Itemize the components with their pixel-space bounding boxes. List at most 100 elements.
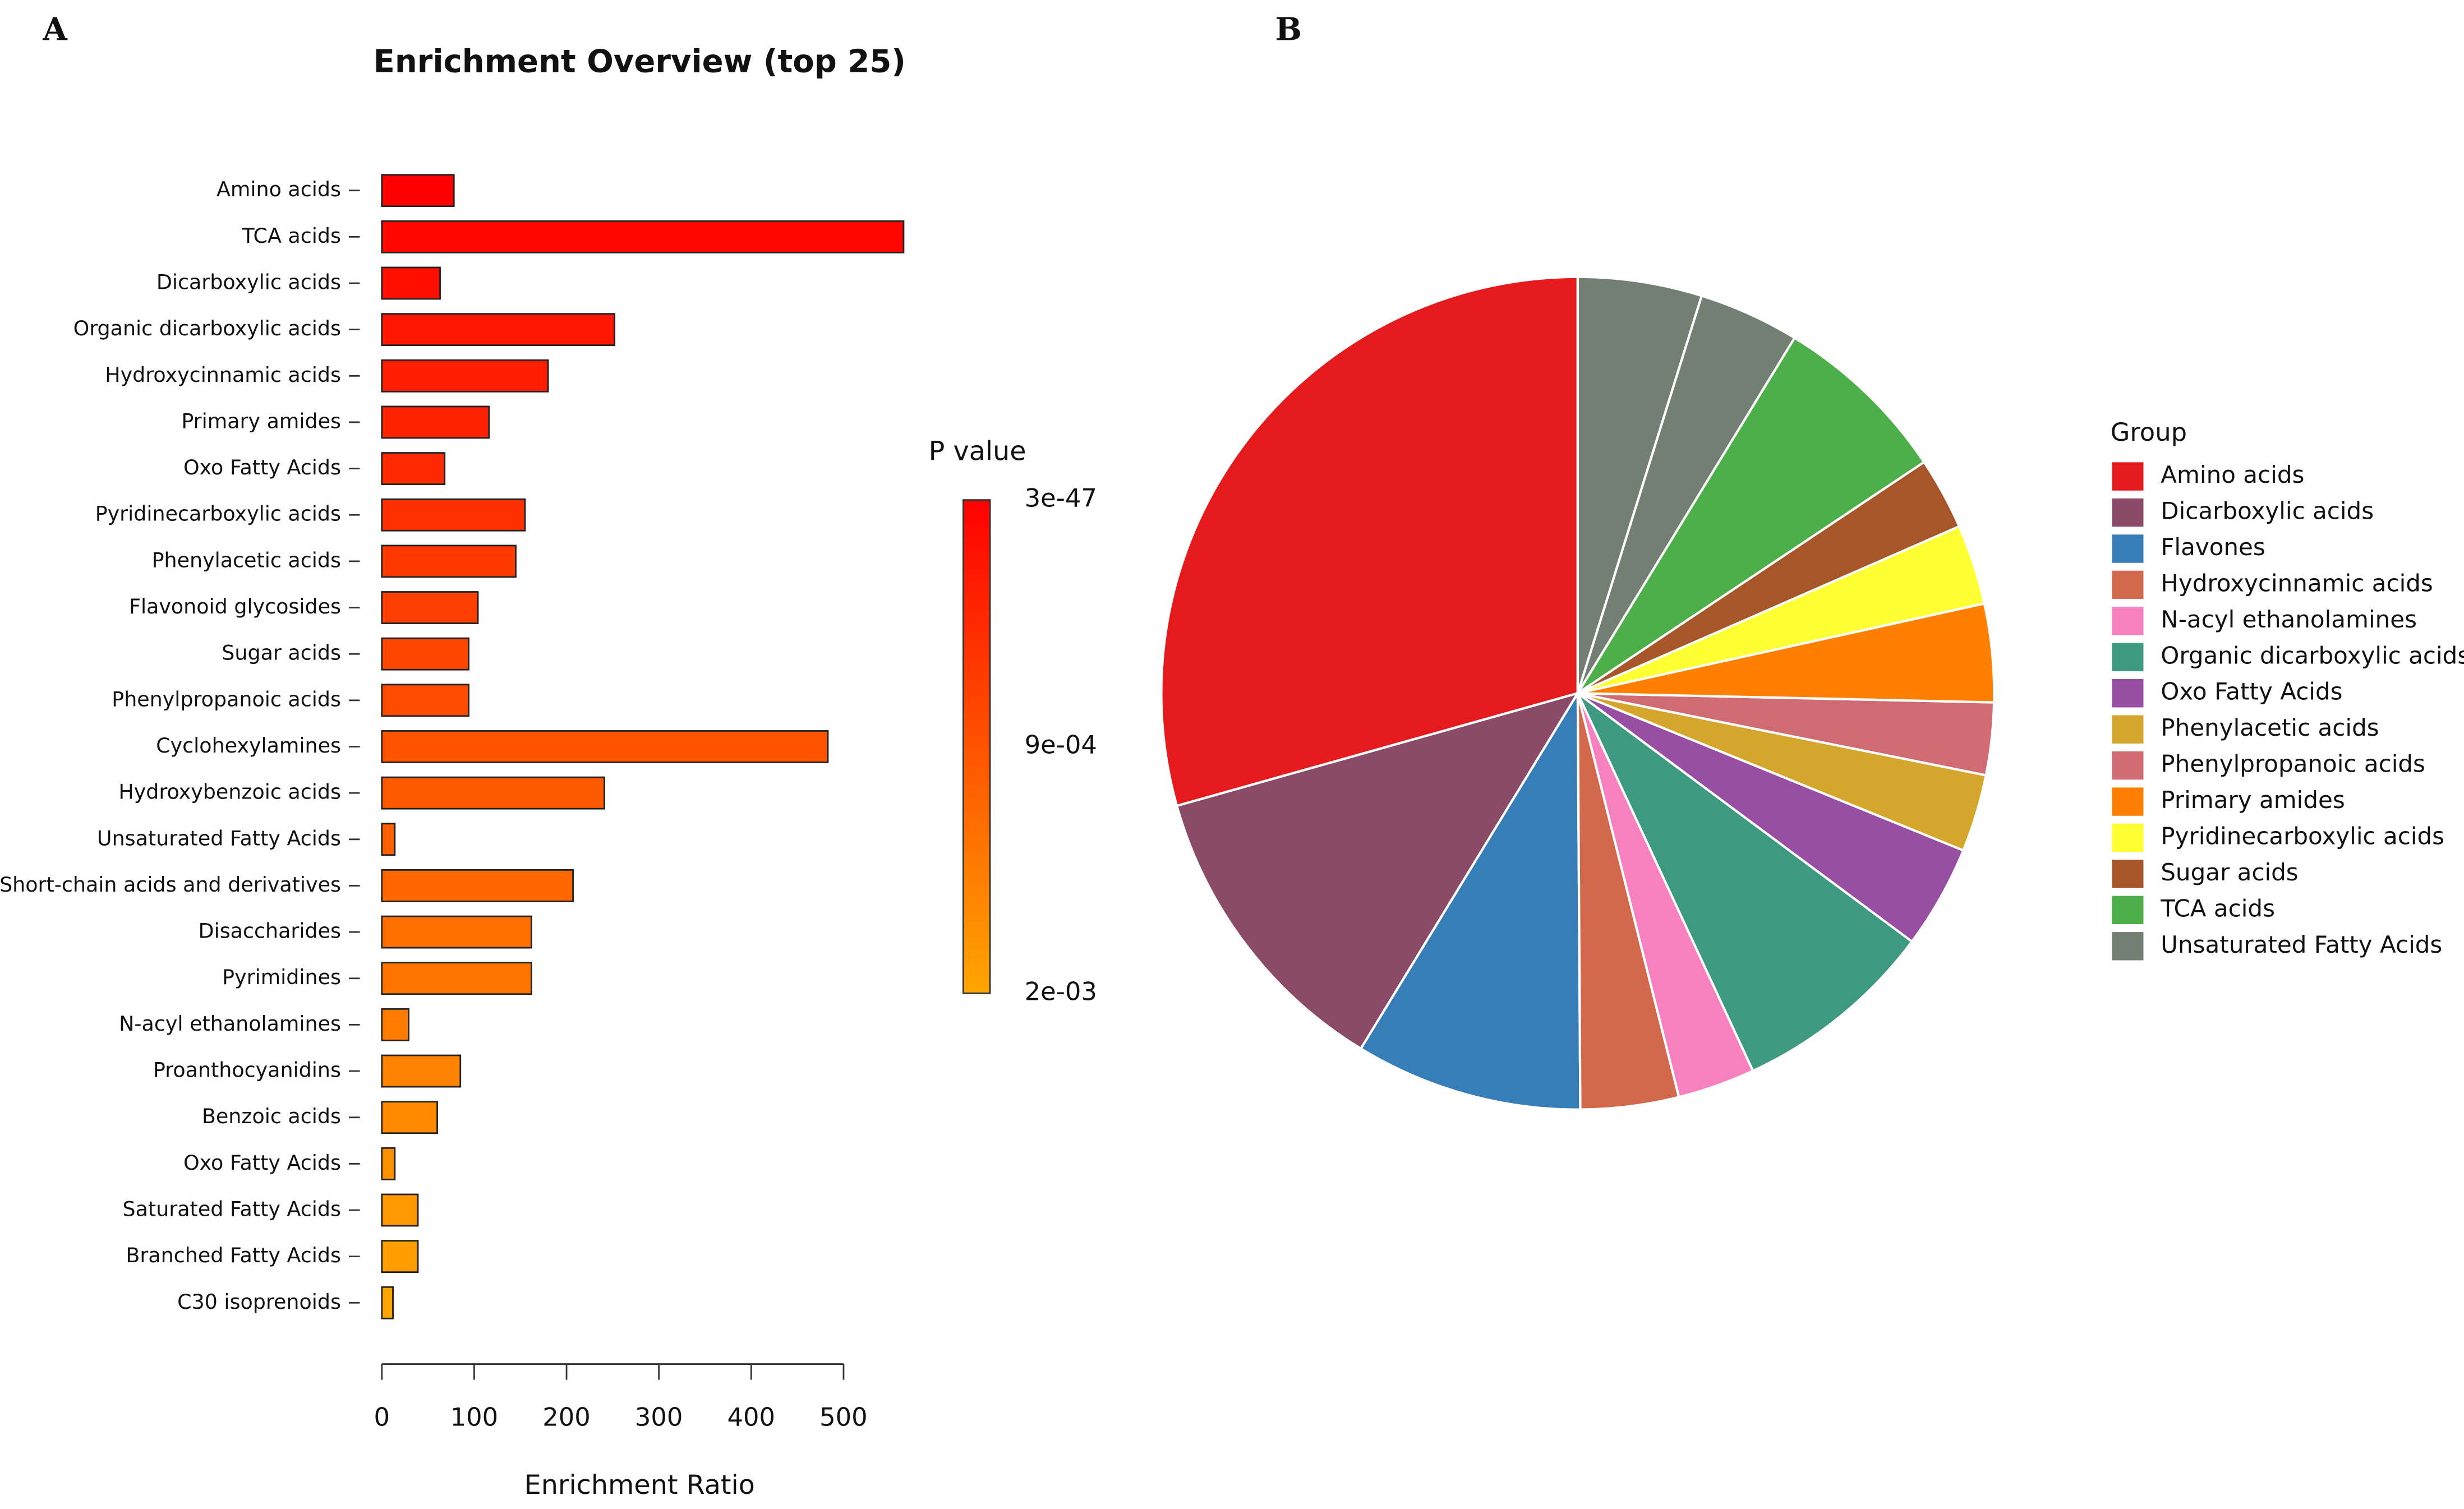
bar bbox=[381, 684, 469, 717]
y-tick-label: Amino acids bbox=[217, 177, 341, 201]
legend-label: Flavones bbox=[2161, 533, 2265, 561]
legend-swatch bbox=[2112, 462, 2144, 491]
bar bbox=[381, 1193, 419, 1227]
y-tick-label: Unsaturated Fatty Acids bbox=[97, 826, 341, 850]
legend-swatch bbox=[2112, 715, 2144, 744]
x-tick-label: 200 bbox=[542, 1402, 591, 1432]
panel-label: B bbox=[1275, 11, 1302, 48]
y-tick-label: Oxo Fatty Acids bbox=[183, 1151, 341, 1175]
legend-swatch bbox=[2112, 751, 2144, 780]
y-tick-label: Organic dicarboxylic acids bbox=[73, 316, 341, 340]
y-tick-label: Hydroxybenzoic acids bbox=[118, 780, 341, 804]
bar bbox=[381, 1054, 462, 1088]
legend-swatch bbox=[2112, 823, 2144, 852]
y-tick-label: Branched Fatty Acids bbox=[126, 1243, 341, 1267]
bar bbox=[381, 1147, 396, 1180]
y-tick-label: Oxo Fatty Acids bbox=[183, 455, 341, 479]
bar bbox=[381, 220, 905, 253]
y-tick-label: C30 isoprenoids bbox=[177, 1290, 341, 1314]
legend-label: Unsaturated Fatty Acids bbox=[2161, 931, 2442, 958]
x-axis-label: Enrichment Ratio bbox=[524, 1470, 755, 1501]
pie-slice bbox=[1576, 275, 1703, 694]
y-tick-label: Dicarboxylic acids bbox=[156, 270, 341, 294]
legend-swatch bbox=[2112, 607, 2144, 635]
bar bbox=[381, 823, 396, 856]
y-tick-label: Benzoic acids bbox=[202, 1104, 341, 1128]
bar bbox=[381, 776, 605, 810]
legend-label: Phenylacetic acids bbox=[2161, 714, 2379, 741]
bar bbox=[381, 637, 469, 671]
bar bbox=[381, 544, 517, 578]
bar bbox=[381, 730, 829, 763]
panel-label: A bbox=[42, 11, 68, 48]
colorbar-label: 9e-04 bbox=[1025, 730, 1097, 759]
legend-label: TCA acids bbox=[2160, 894, 2275, 922]
pie-slice bbox=[1577, 336, 1926, 694]
bar bbox=[381, 313, 616, 347]
pie-slice bbox=[1359, 689, 1582, 1111]
legend-swatch bbox=[2112, 534, 2144, 563]
legend-label: Oxo Fatty Acids bbox=[2161, 678, 2342, 705]
bar bbox=[381, 452, 446, 486]
bar bbox=[381, 869, 574, 902]
y-tick-label: N-acyl ethanolamines bbox=[119, 1012, 341, 1036]
pie-slice bbox=[1577, 692, 1965, 943]
bar bbox=[381, 266, 441, 300]
colorbar bbox=[962, 499, 991, 994]
colorbar-label: 2e-03 bbox=[1025, 976, 1097, 1006]
legend-swatch bbox=[2112, 787, 2144, 816]
bar bbox=[381, 915, 532, 949]
bar bbox=[381, 174, 455, 207]
bar bbox=[381, 405, 490, 439]
y-tick-label: Disaccharides bbox=[199, 919, 341, 943]
y-tick-label: TCA acids bbox=[241, 224, 341, 248]
x-tick-label: 0 bbox=[374, 1402, 390, 1432]
legend-swatch bbox=[2112, 498, 2144, 527]
y-tick-label: Primary amides bbox=[181, 409, 341, 433]
bar bbox=[381, 591, 479, 624]
y-tick-label: Sugar acids bbox=[222, 641, 341, 665]
legend-swatch bbox=[2112, 643, 2144, 672]
bar bbox=[381, 498, 526, 532]
legend-swatch bbox=[2112, 932, 2144, 961]
legend-label: Phenylpropanoic acids bbox=[2161, 750, 2425, 778]
legend-label: Organic dicarboxylic acids bbox=[2161, 642, 2464, 669]
pie-slice bbox=[1576, 692, 1914, 1073]
legend-label: N-acyl ethanolamines bbox=[2161, 606, 2417, 633]
y-tick-label: Short-chain acids and derivatives bbox=[0, 873, 341, 897]
legend-label: Amino acids bbox=[2161, 461, 2304, 488]
x-tick-label: 100 bbox=[450, 1402, 499, 1432]
x-tick-label: 400 bbox=[727, 1402, 776, 1432]
legend-label: Sugar acids bbox=[2161, 859, 2298, 886]
y-tick-label: Cyclohexylamines bbox=[156, 733, 341, 758]
legend-label: Dicarboxylic acids bbox=[2161, 497, 2374, 525]
y-tick-label: Hydroxycinnamic acids bbox=[105, 363, 341, 387]
legend-label: Primary amides bbox=[2161, 786, 2345, 814]
y-tick-label: Pyrimidines bbox=[222, 965, 341, 989]
y-tick-label: Saturated Fatty Acids bbox=[123, 1197, 341, 1221]
pie-slice bbox=[1160, 275, 1579, 807]
bar bbox=[381, 359, 549, 393]
legend-swatch bbox=[2112, 570, 2144, 599]
legend-swatch bbox=[2112, 896, 2144, 925]
pie-slice bbox=[1175, 691, 1581, 1050]
pie-slice bbox=[1576, 294, 1797, 694]
y-tick-label: Phenylpropanoic acids bbox=[112, 687, 341, 711]
y-tick-label: Phenylacetic acids bbox=[152, 548, 341, 572]
legend-label: Hydroxycinnamic acids bbox=[2161, 569, 2433, 597]
bar bbox=[381, 1286, 394, 1319]
y-tick-label: Pyridinecarboxylic acids bbox=[95, 502, 341, 526]
colorbar-title: P value bbox=[929, 436, 1026, 467]
y-tick-label: Flavonoid glycosides bbox=[129, 594, 341, 619]
bar bbox=[381, 1101, 438, 1134]
legend-label: Pyridinecarboxylic acids bbox=[2161, 822, 2444, 850]
bar bbox=[381, 962, 532, 995]
colorbar-label: 3e-47 bbox=[1025, 483, 1097, 513]
x-tick-label: 500 bbox=[819, 1402, 868, 1432]
legend-swatch bbox=[2112, 679, 2144, 708]
bar bbox=[381, 1240, 419, 1273]
legend-title: Group bbox=[2111, 417, 2187, 447]
chart-title: Enrichment Overview (top 25) bbox=[374, 43, 906, 80]
